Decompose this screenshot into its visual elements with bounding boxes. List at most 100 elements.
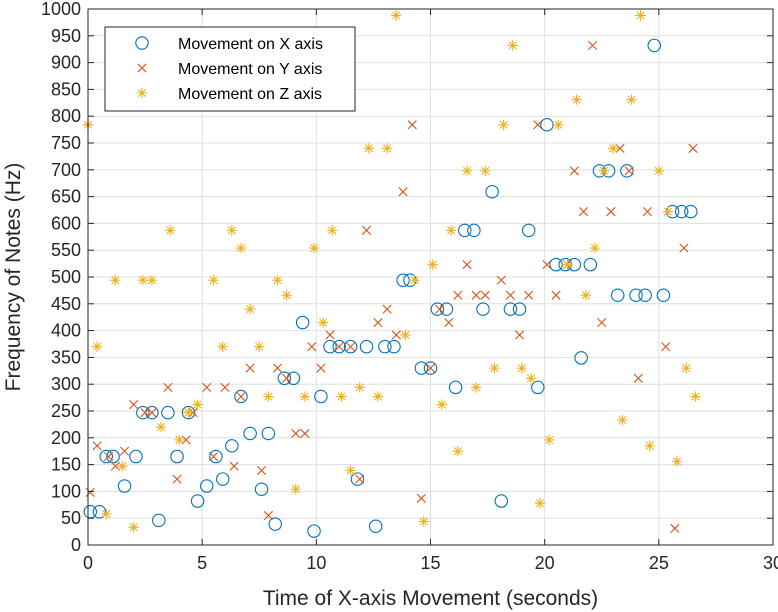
data-point xyxy=(363,143,375,154)
data-point xyxy=(140,408,150,418)
x-tick-label: 25 xyxy=(649,553,669,573)
data-point xyxy=(290,484,301,495)
data-point xyxy=(282,373,292,383)
data-point xyxy=(688,143,698,153)
data-point xyxy=(544,434,555,446)
data-point xyxy=(170,449,184,464)
data-point xyxy=(190,494,205,508)
data-point xyxy=(435,304,445,314)
data-point xyxy=(99,449,114,464)
data-point xyxy=(217,341,228,352)
data-point xyxy=(263,510,273,521)
data-point xyxy=(462,260,472,270)
y-tick-label: 150 xyxy=(51,455,81,475)
data-point xyxy=(272,275,283,286)
data-point xyxy=(626,94,637,105)
data-point xyxy=(427,259,438,270)
data-point xyxy=(129,449,143,464)
data-point xyxy=(387,339,401,354)
data-point xyxy=(514,330,525,340)
data-point xyxy=(606,207,616,217)
data-point xyxy=(480,290,490,300)
data-point xyxy=(382,304,392,314)
data-point xyxy=(661,342,671,352)
y-tick-label: 450 xyxy=(51,294,81,314)
data-point xyxy=(199,479,214,493)
y-tick-label: 400 xyxy=(51,321,81,341)
data-point xyxy=(588,40,598,51)
data-point xyxy=(549,257,563,272)
data-point xyxy=(308,242,320,254)
data-point xyxy=(245,363,255,373)
data-point xyxy=(381,143,393,154)
data-point xyxy=(314,389,328,404)
x-axis-label: Time of X-axis Movement (seconds) xyxy=(263,587,598,610)
data-point xyxy=(416,493,426,503)
data-point xyxy=(589,242,601,254)
data-point xyxy=(101,508,112,520)
data-point xyxy=(181,405,196,420)
data-point xyxy=(354,382,365,393)
data-point xyxy=(391,330,401,340)
data-point xyxy=(674,204,689,219)
data-point xyxy=(291,428,301,439)
data-point xyxy=(496,275,506,285)
data-point xyxy=(452,446,464,457)
y-tick-label: 950 xyxy=(51,26,81,46)
data-point xyxy=(119,446,130,456)
data-point xyxy=(448,380,463,395)
y-tick-label: 300 xyxy=(51,374,81,394)
data-point xyxy=(633,373,643,383)
x-tick-label: 0 xyxy=(83,553,93,573)
data-point xyxy=(610,288,625,302)
data-point xyxy=(551,290,561,300)
data-point xyxy=(256,465,267,476)
data-point xyxy=(503,302,518,316)
data-point xyxy=(533,120,543,130)
data-point xyxy=(597,317,607,328)
data-point xyxy=(106,449,120,464)
legend-label: Movement on X axis xyxy=(178,36,323,53)
data-point xyxy=(300,428,310,439)
data-point xyxy=(110,461,120,471)
data-point xyxy=(430,302,445,316)
data-point xyxy=(498,119,509,130)
legend-label: Movement on Y axis xyxy=(178,61,322,78)
y-tick-label: 900 xyxy=(51,53,81,73)
data-point xyxy=(476,302,490,316)
data-point xyxy=(334,342,344,352)
x-tick-label: 5 xyxy=(197,553,207,573)
data-point xyxy=(644,440,655,452)
data-point xyxy=(332,339,346,354)
data-point xyxy=(208,451,219,462)
data-point xyxy=(505,290,516,300)
data-point xyxy=(638,288,652,302)
data-point xyxy=(414,361,429,375)
data-point xyxy=(615,143,625,153)
data-point xyxy=(396,273,410,287)
data-point xyxy=(480,165,491,177)
y-tick-label: 1000 xyxy=(41,0,81,19)
data-point xyxy=(244,303,256,315)
data-point xyxy=(407,120,417,130)
data-point xyxy=(662,206,674,217)
data-point xyxy=(325,330,335,340)
data-point xyxy=(307,342,317,352)
data-point xyxy=(327,225,338,236)
data-point xyxy=(471,290,481,300)
data-point xyxy=(272,363,283,373)
data-point xyxy=(690,391,701,402)
data-point xyxy=(174,434,185,446)
data-point xyxy=(317,317,329,328)
data-point xyxy=(350,472,365,486)
data-point xyxy=(679,243,689,253)
data-point xyxy=(355,474,365,484)
series-1 xyxy=(83,38,698,538)
data-point xyxy=(368,519,383,533)
data-point xyxy=(617,414,628,426)
data-point xyxy=(281,290,292,301)
data-point xyxy=(268,517,282,531)
y-tick-label: 50 xyxy=(61,508,81,528)
legend-box xyxy=(104,26,356,112)
data-point xyxy=(607,143,619,154)
